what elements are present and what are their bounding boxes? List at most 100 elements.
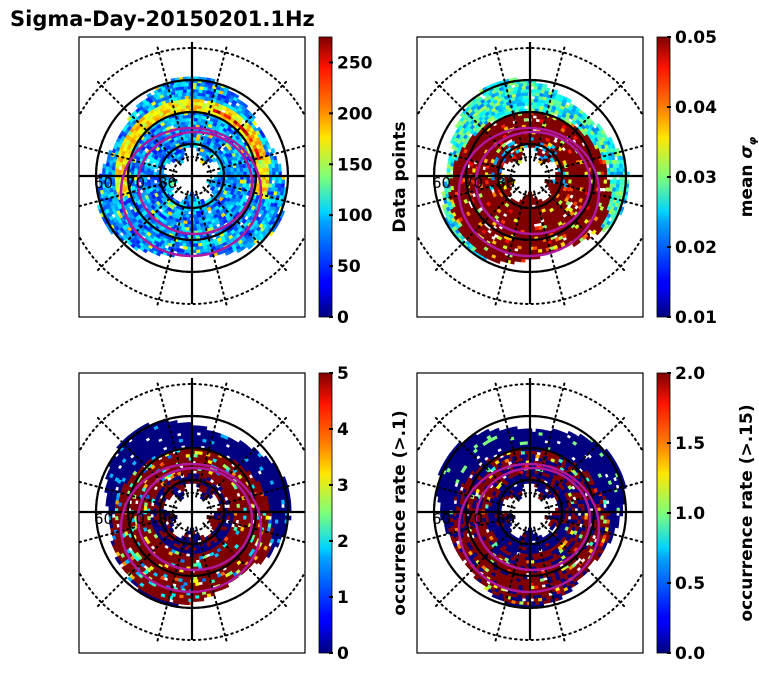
heatmap-cell <box>192 213 198 218</box>
meridian-grid-dotted <box>206 144 305 173</box>
heatmap-cell <box>280 179 286 185</box>
axes-frame <box>78 36 306 318</box>
heatmap-cell <box>192 82 198 87</box>
heatmap-cell <box>531 242 537 247</box>
heatmap-cell <box>261 515 266 521</box>
meridian-grid-dotted <box>195 190 228 307</box>
heatmap-cell <box>195 597 201 602</box>
heatmap-cell <box>280 515 286 521</box>
heatmap-cell <box>192 121 198 126</box>
heatmap-cell <box>186 102 192 107</box>
heatmap-cell <box>532 245 538 250</box>
heatmap-cell <box>534 82 540 88</box>
plot-area: 60 70 80 <box>79 42 305 307</box>
heatmap-cell <box>186 594 192 599</box>
heatmap-cell <box>195 248 201 254</box>
colorbar-tick-label: 250 <box>337 53 373 73</box>
heatmap-cell <box>183 248 189 254</box>
heatmap-cell <box>531 92 537 97</box>
heatmap-cell <box>118 169 123 175</box>
heatmap-cell <box>185 441 191 446</box>
colorbar-tick-label: 200 <box>337 104 373 124</box>
heatmap-cell <box>446 167 451 173</box>
meridian-grid-dotted <box>95 186 182 273</box>
colorbar-tick-label: 0 <box>337 308 349 328</box>
meridian-grid-dotted <box>206 179 305 208</box>
meridian-grid-dotted <box>156 45 189 162</box>
heatmap-cell <box>211 189 217 195</box>
heatmap-cell <box>193 242 199 247</box>
heatmap-cell <box>195 98 201 104</box>
heatmap-cell <box>530 121 536 126</box>
heatmap-cell <box>184 82 190 88</box>
heatmap-cell <box>211 157 217 163</box>
heatmap-cell <box>277 179 282 185</box>
heatmap-cell <box>524 245 530 250</box>
heatmap-cell <box>185 242 191 247</box>
heatmap-cell <box>183 434 189 440</box>
colorbar-tick-label: 0.04 <box>675 98 717 118</box>
heatmap-cell <box>618 179 624 185</box>
colorbar <box>318 36 333 318</box>
heatmap-cell <box>533 248 539 254</box>
heatmap-cell <box>192 95 198 100</box>
heatmap-cell <box>177 441 183 447</box>
heatmap-cell <box>185 105 191 110</box>
latitude-label-70: 70 <box>126 174 145 192</box>
heatmap-cell <box>277 167 282 173</box>
meridian-grid-dotted <box>195 45 228 162</box>
heatmap-cell <box>195 584 201 590</box>
auroral-oval-poleward <box>136 130 254 236</box>
heatmap-cell <box>608 163 614 169</box>
heatmap-cell <box>533 86 539 91</box>
heatmap-cell <box>118 505 123 511</box>
meridian-grid-dotted <box>156 190 189 307</box>
heatmap-cell <box>186 220 192 225</box>
meridian-grid-dotted <box>95 79 182 166</box>
heatmap-cell <box>530 226 536 231</box>
colorbar-label: Data points <box>390 121 410 232</box>
meridian-grid-dotted <box>79 144 178 173</box>
heatmap-cell <box>193 92 199 97</box>
heatmap-cell <box>199 584 205 589</box>
heatmap-cell <box>185 92 191 97</box>
heatmap-cell <box>179 151 186 157</box>
heatmap-cell <box>524 102 530 107</box>
heatmap-cell <box>522 82 528 88</box>
heatmap-cell <box>193 118 199 123</box>
colorbar-tick-label: 0.02 <box>675 238 717 258</box>
colorbar-tick-label: 0.01 <box>675 308 717 328</box>
heatmap-cell <box>102 167 107 173</box>
heatmap-cell <box>521 248 527 254</box>
heatmap-cell <box>186 245 192 250</box>
heatmap-cell <box>185 428 191 433</box>
heatmap-cell <box>530 213 536 218</box>
heatmap-cell <box>186 581 192 586</box>
heatmap-cell <box>186 438 192 443</box>
meridian-grid-dotted <box>202 186 289 273</box>
heatmap-cell <box>194 438 200 443</box>
colorbar-tick-label: 0.03 <box>675 168 717 188</box>
heatmap-cell <box>195 86 201 91</box>
latitude-label-70: 70 <box>464 174 483 192</box>
heatmap-cell <box>615 179 620 185</box>
auroral-oval-equatorward <box>119 126 263 258</box>
heatmap-cell <box>521 98 527 104</box>
heatmap-cell <box>195 434 201 440</box>
heatmap-cell <box>193 428 199 433</box>
heatmap-cell <box>183 98 189 104</box>
heatmap-cell <box>199 158 206 165</box>
colorbar-tick-label: 0.05 <box>675 28 717 48</box>
heatmap-cell <box>520 102 526 107</box>
latitude-label-80: 80 <box>496 174 515 192</box>
plot-area: 60 70 80 <box>417 42 643 307</box>
meridian-grid-dotted <box>79 179 178 208</box>
heatmap-cell <box>193 578 199 583</box>
heatmap-cell <box>524 220 530 225</box>
heatmap-cell <box>531 118 537 123</box>
heatmap-cell <box>566 97 572 104</box>
heatmap-cell <box>183 584 189 590</box>
colorbar-tick-label: 100 <box>337 206 373 226</box>
heatmap-cell <box>277 515 282 521</box>
heatmap-cell <box>185 118 191 123</box>
